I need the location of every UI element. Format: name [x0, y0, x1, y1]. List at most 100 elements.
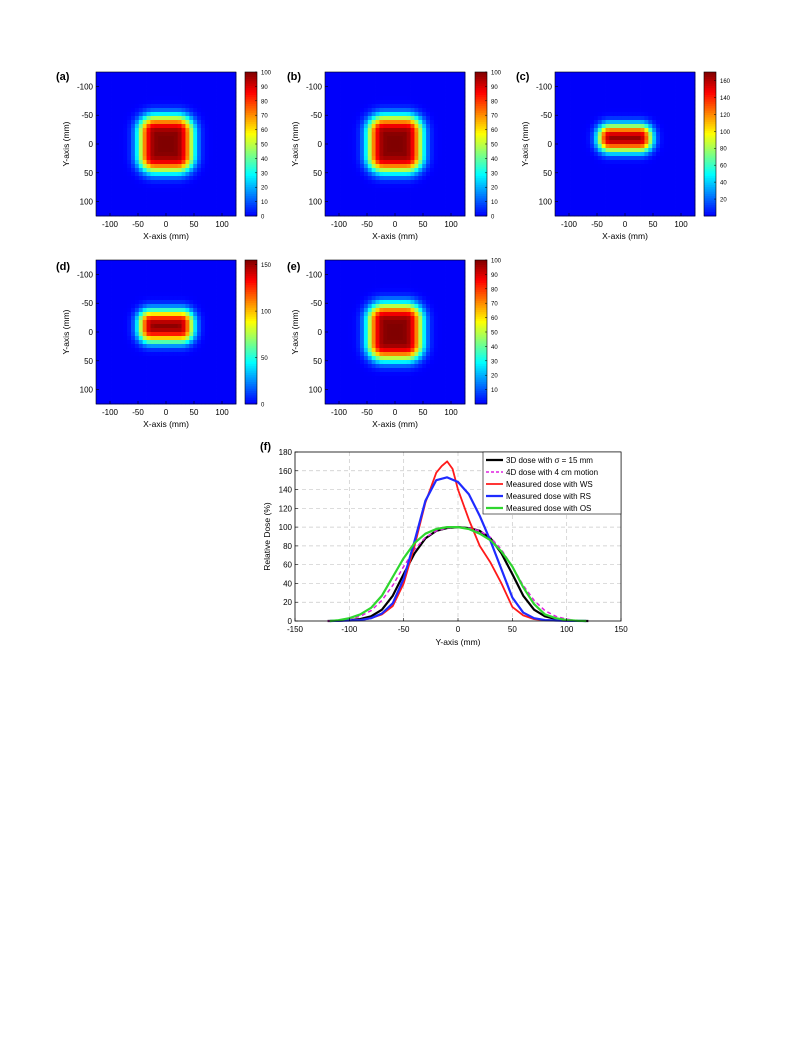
heatmap-cell: [430, 168, 435, 173]
heatmap-cell: [232, 112, 237, 117]
heatmap-cell: [197, 96, 202, 101]
heatmap-cell: [555, 96, 560, 101]
heatmap-cell: [115, 328, 120, 333]
heatmap-cell: [166, 276, 171, 281]
heatmap-cell: [617, 176, 622, 181]
heatmap-cell: [146, 124, 151, 129]
heatmap-cell: [340, 148, 345, 153]
heatmap-cell: [675, 204, 680, 209]
heatmap-cell: [402, 124, 408, 129]
heatmap-cell: [344, 116, 349, 121]
heatmap-cell: [111, 108, 116, 113]
heatmap-cell: [395, 128, 400, 133]
heatmap-cell: [232, 308, 237, 313]
heatmap-cell: [578, 200, 583, 205]
heatmap-cell: [150, 164, 155, 169]
heatmap-cell: [395, 164, 400, 169]
heatmap-cell: [134, 196, 140, 201]
heatmap-cell: [336, 172, 341, 177]
heatmap-cell: [597, 116, 603, 121]
heatmap-cell: [146, 332, 151, 337]
heatmap-cell: [99, 324, 105, 329]
heatmap-cell: [134, 124, 140, 129]
heatmap-cell: [609, 148, 614, 153]
heatmap-cell: [398, 104, 404, 109]
heatmap-cell: [204, 208, 210, 213]
heatmap-cell: [371, 120, 376, 125]
heatmap-cell: [574, 88, 579, 93]
heatmap-cell: [609, 192, 614, 197]
heatmap-cell: [220, 88, 225, 93]
heatmap-cell: [169, 324, 175, 329]
heatmap-cell: [449, 84, 454, 89]
heatmap-cell: [621, 108, 626, 113]
heatmap-cell: [204, 180, 210, 185]
heatmap-cell: [683, 168, 688, 173]
heatmap-cell: [387, 140, 392, 145]
colorbar-step: [245, 153, 257, 156]
heatmap-cell: [625, 76, 630, 81]
heatmap-cell: [387, 148, 392, 153]
heatmap-cell: [628, 120, 634, 125]
heatmap-cell: [166, 76, 171, 81]
heatmap-cell: [328, 140, 334, 145]
heatmap-cell: [609, 116, 614, 121]
heatmap-cell: [103, 104, 109, 109]
heatmap-cell: [220, 308, 225, 313]
heatmap-cell: [406, 172, 411, 177]
heatmap-cell: [154, 264, 159, 269]
heatmap-cell: [107, 300, 112, 305]
heatmap-cell: [566, 104, 571, 109]
heatmap-cell: [134, 104, 140, 109]
heatmap-cell: [605, 176, 610, 181]
colorbar-step: [245, 209, 257, 212]
heatmap-cell: [632, 184, 638, 189]
heatmap-cell: [154, 116, 159, 121]
heatmap-cell: [220, 332, 225, 337]
heatmap-cell: [586, 140, 591, 145]
heatmap-cell: [185, 132, 190, 137]
heatmap-cell: [150, 108, 155, 113]
heatmap-cell: [228, 288, 233, 293]
colorbar-step: [704, 108, 716, 111]
heatmap-cell: [660, 160, 665, 165]
heatmap-cell: [379, 132, 384, 137]
heatmap-cell: [375, 152, 380, 157]
heatmap-cell: [325, 172, 330, 177]
heatmap-cell: [360, 168, 365, 173]
heatmap-cell: [597, 76, 603, 81]
heatmap-cell: [660, 196, 665, 201]
heatmap-cell: [127, 280, 132, 285]
heatmap-cell: [406, 160, 411, 165]
heatmap-cell: [212, 324, 217, 329]
heatmap-cell: [683, 204, 688, 209]
heatmap-cell: [555, 208, 560, 213]
heatmap-cell: [224, 200, 229, 205]
y-axis-label: Y-axis (mm): [290, 121, 300, 166]
heatmap-cell: [224, 108, 229, 113]
heatmap-cell: [189, 168, 194, 173]
heatmap-cell: [632, 176, 638, 181]
heatmap-cell: [228, 188, 233, 193]
heatmap-cell: [453, 148, 458, 153]
heatmap-cell: [679, 144, 684, 149]
heatmap-cell: [414, 152, 419, 157]
heatmap-cell: [158, 312, 163, 317]
heatmap-cell: [375, 200, 380, 205]
heatmap-cell: [348, 112, 353, 117]
heatmap-cell: [111, 204, 116, 209]
heatmap-cell: [197, 80, 202, 85]
heatmap-cell: [597, 192, 603, 197]
heatmap-cell: [119, 344, 124, 349]
heatmap-cell: [398, 184, 404, 189]
heatmap-cell: [410, 160, 415, 165]
heatmap-cell: [621, 96, 626, 101]
heatmap-cell: [166, 284, 171, 289]
heatmap-cell: [146, 308, 151, 313]
heatmap-cell: [644, 140, 649, 145]
heatmap-cell: [628, 96, 634, 101]
heatmap-cell: [691, 104, 696, 109]
heatmap-cell: [193, 112, 198, 117]
heatmap-cell: [208, 160, 214, 165]
heatmap-cell: [162, 128, 167, 133]
